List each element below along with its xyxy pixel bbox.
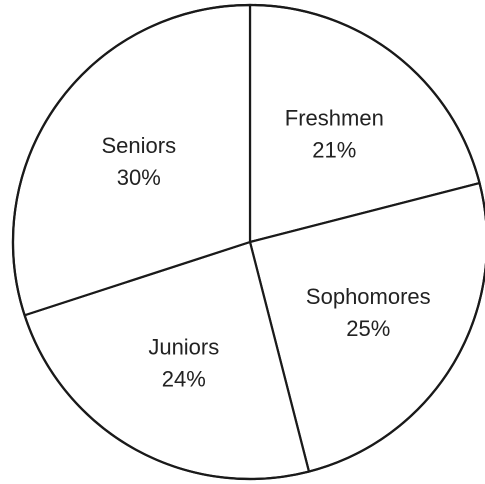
- pie-slices: [11, 3, 485, 481]
- slice-label-sophomores: Sophomores: [306, 284, 431, 309]
- pie-outline: [11, 3, 485, 481]
- slice-value-juniors: 24%: [162, 367, 206, 392]
- pie-labels: Freshmen 21% Sophomores 25% Juniors 24% Senior…: [102, 105, 431, 391]
- slice-value-sophomores: 25%: [346, 316, 390, 341]
- slice-value-seniors: 30%: [117, 165, 161, 190]
- slice-label-juniors: Juniors: [148, 335, 219, 360]
- slice-label-freshmen: Freshmen: [285, 105, 384, 130]
- slice-value-freshmen: 21%: [312, 137, 356, 162]
- slice-label-seniors: Seniors: [102, 133, 177, 158]
